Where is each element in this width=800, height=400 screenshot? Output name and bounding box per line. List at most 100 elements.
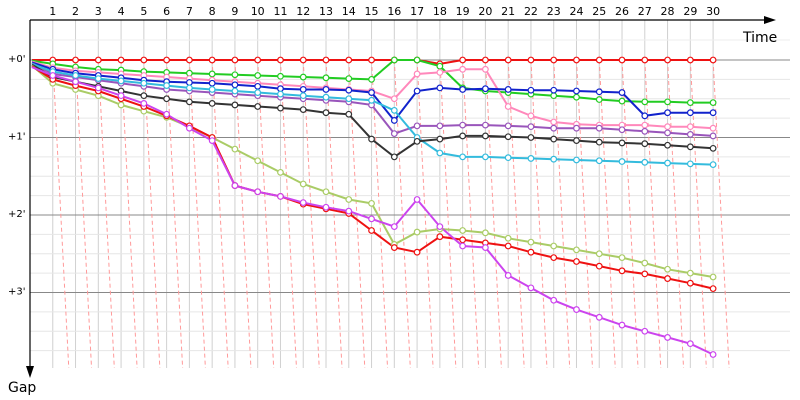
lap-reference-line [530, 59, 548, 369]
data-point [163, 95, 171, 103]
y-axis-title: Gap [8, 380, 36, 396]
data-point [163, 110, 171, 118]
data-point [709, 124, 717, 132]
data-point [299, 106, 307, 113]
data-point [527, 123, 535, 131]
data-point [299, 92, 307, 100]
data-point [686, 340, 694, 348]
data-point [573, 246, 580, 254]
data-point [504, 122, 512, 130]
data-point [345, 207, 353, 215]
data-point [72, 56, 79, 64]
data-point [686, 130, 694, 138]
data-point [504, 154, 512, 162]
data-point [482, 121, 489, 129]
data-point [231, 182, 239, 189]
lap-tick-label: 15 [365, 5, 379, 18]
data-point [527, 155, 535, 162]
data-point [482, 132, 489, 140]
data-point [595, 250, 603, 258]
data-point [550, 135, 558, 143]
data-point [140, 56, 148, 64]
axes: Time Gap [8, 16, 777, 396]
data-point [527, 248, 535, 256]
data-point [618, 267, 626, 275]
data-point [527, 238, 535, 246]
data-point [686, 99, 694, 107]
lap-reference-line [302, 59, 320, 369]
data-point [550, 124, 558, 132]
data-point [368, 215, 375, 223]
lap-reference-line [484, 59, 502, 369]
lap-reference-line [75, 59, 93, 369]
data-point [94, 75, 102, 82]
data-point [368, 89, 375, 96]
data-point [664, 275, 671, 282]
lap-reference-line [234, 59, 252, 369]
data-point [299, 73, 307, 81]
data-point [208, 86, 216, 93]
data-point [254, 157, 262, 165]
data-point [390, 223, 398, 231]
data-point [595, 124, 603, 132]
data-point [117, 56, 125, 64]
data-point [709, 56, 717, 64]
data-point [117, 92, 125, 100]
data-point [618, 321, 626, 329]
data-point [231, 101, 239, 109]
data-point [709, 351, 717, 358]
lap-tick-label: 18 [433, 5, 447, 18]
data-point [459, 121, 467, 129]
lap-tick-label: 3 [95, 5, 102, 18]
data-point [686, 109, 694, 117]
data-point [641, 121, 649, 129]
data-point [641, 158, 649, 166]
lap-tick-label: 11 [273, 5, 287, 18]
data-point [254, 89, 262, 96]
data-point [390, 106, 398, 114]
data-point [459, 236, 467, 244]
data-point [322, 109, 330, 117]
data-point [299, 56, 307, 64]
data-point [618, 139, 626, 147]
lap-tick-label: 24 [569, 5, 583, 18]
data-point [459, 242, 467, 250]
lap-reference-line [188, 59, 206, 369]
gap-tick-label: +3' [8, 287, 26, 298]
lap-tick-label: 26 [615, 5, 629, 18]
lap-tick-label: 5 [140, 5, 147, 18]
gap-tick-label: +0' [8, 54, 26, 65]
data-point [436, 233, 444, 241]
data-point [595, 313, 603, 321]
data-point [573, 56, 580, 64]
data-point [208, 56, 216, 64]
lap-tick-label: 10 [251, 5, 265, 18]
data-point [527, 56, 535, 64]
data-point [322, 74, 330, 82]
data-point [550, 242, 558, 250]
lap-tick-label: 14 [342, 5, 356, 18]
data-point [664, 129, 671, 137]
data-point [550, 254, 558, 262]
data-point [368, 96, 375, 104]
data-point [686, 160, 694, 168]
data-point [413, 122, 421, 130]
data-point [504, 234, 512, 242]
lap-reference-line [371, 59, 389, 369]
data-point [641, 112, 649, 120]
series-points [49, 56, 717, 358]
data-point [595, 96, 603, 103]
data-point [231, 145, 239, 153]
data-point [618, 126, 626, 134]
data-point [641, 327, 649, 335]
lap-reference-line [462, 59, 480, 369]
gap-tick-label: +2' [8, 209, 26, 220]
data-point [618, 97, 626, 105]
data-point [482, 229, 489, 237]
data-point [322, 203, 330, 211]
data-point [94, 56, 102, 64]
data-point [368, 56, 375, 64]
data-point [185, 124, 193, 132]
data-point [436, 135, 444, 143]
data-point [413, 70, 421, 78]
